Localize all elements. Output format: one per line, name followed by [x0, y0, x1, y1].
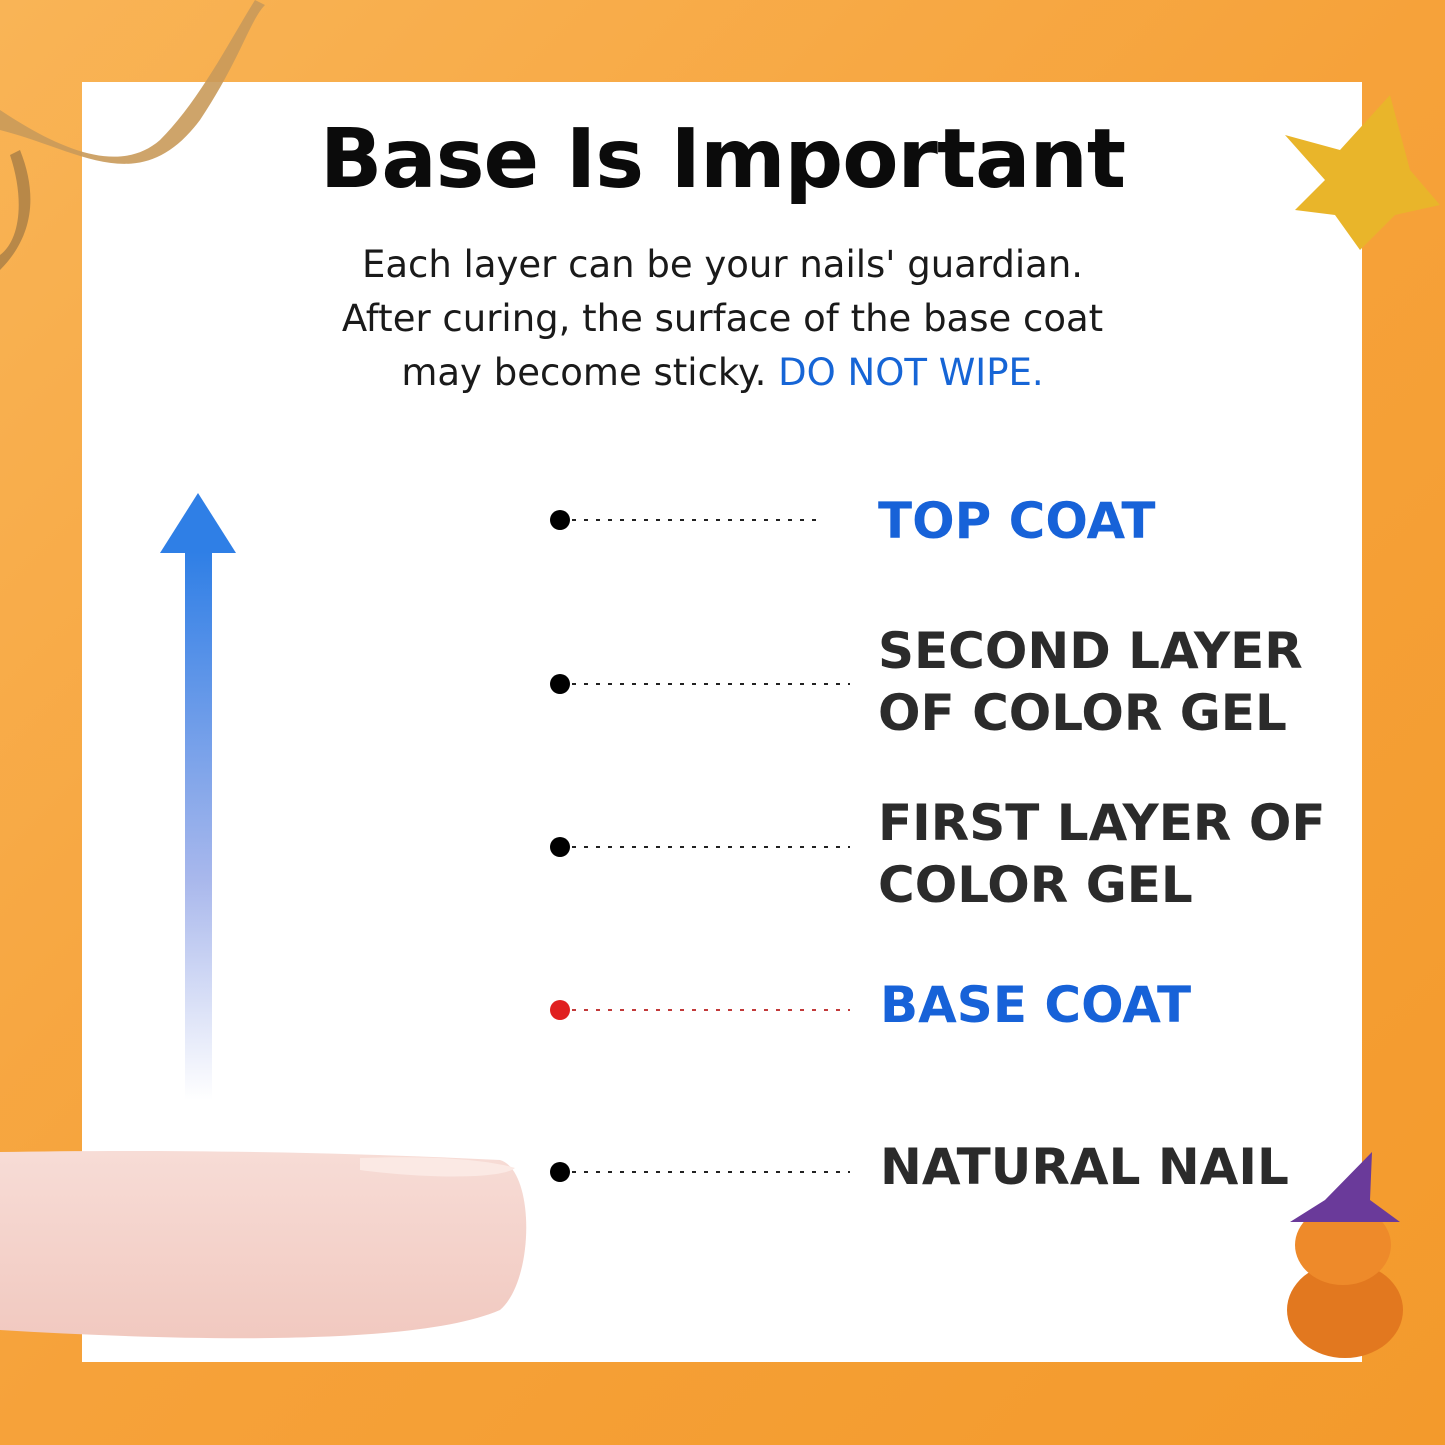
- nail-shine: [368, 712, 451, 731]
- subtitle-line-3: may become sticky. DO NOT WIPE.: [401, 351, 1044, 394]
- label-base-coat: BASE COAT: [880, 976, 1192, 1034]
- do-not-wipe-warning: DO NOT WIPE.: [778, 351, 1044, 394]
- nail-shine: [368, 875, 451, 894]
- subtitle: Each layer can be your nails' guardian. …: [0, 238, 1445, 400]
- layer-dot: [550, 674, 570, 694]
- label-first-layer: FIRST LAYER OF COLOR GEL: [878, 794, 1326, 914]
- upward-arrow-icon: [160, 493, 236, 1100]
- layer-dot: [550, 1162, 570, 1182]
- layer-dot: [550, 510, 570, 530]
- label-top-coat: TOP COAT: [878, 492, 1156, 550]
- layer-dot: [550, 837, 570, 857]
- nail-shine: [368, 1038, 451, 1057]
- subtitle-line-2: After curing, the surface of the base co…: [341, 297, 1104, 340]
- leaf-decoration: [1285, 95, 1440, 250]
- subtitle-line-1: Each layer can be your nails' guardian.: [361, 243, 1084, 286]
- content-card: [82, 82, 1362, 1362]
- layer-dot: [550, 1000, 570, 1020]
- label-second-layer: SECOND LAYER OF COLOR GEL: [878, 622, 1303, 742]
- page-title: Base Is Important: [319, 112, 1126, 207]
- natural-nail-finger: [0, 1150, 527, 1339]
- label-natural-nail: NATURAL NAIL: [880, 1138, 1289, 1196]
- ribbon-decoration: [0, 0, 265, 164]
- pumpkin-decoration: [1287, 1152, 1403, 1358]
- nail-shine: [368, 548, 451, 567]
